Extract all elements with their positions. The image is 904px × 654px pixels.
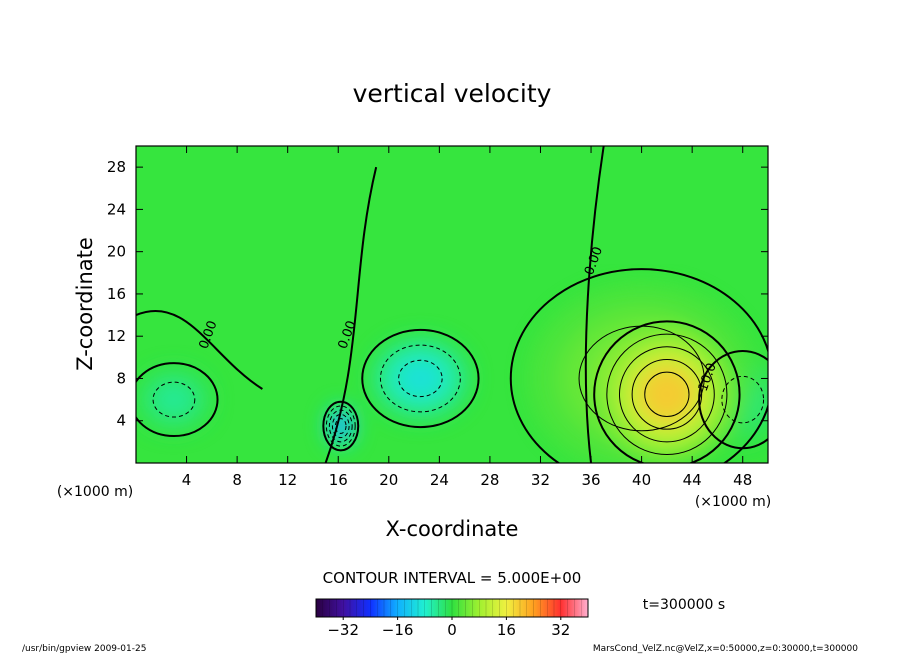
x-tick-label-0: 4 <box>182 471 192 489</box>
x-tick-label-6: 28 <box>480 471 499 489</box>
x-tick-label-9: 40 <box>632 471 651 489</box>
plot-frame <box>135 145 769 464</box>
x-tick-label-2: 12 <box>278 471 297 489</box>
y-tick-label-4: 20 <box>107 243 126 261</box>
y-tick-label-6: 28 <box>107 158 126 176</box>
x-tick-label-3: 16 <box>329 471 348 489</box>
colorbar-tick-label-4: 32 <box>551 621 570 639</box>
feature-downdraft-3-2 <box>398 359 443 398</box>
contour-downdraft-2-1 <box>379 344 461 413</box>
colorbar-tick-label-1: −16 <box>382 621 414 639</box>
y-tick-label-2: 12 <box>107 327 126 345</box>
y-axis-label: Z-coordinate <box>73 237 97 371</box>
footer-left: /usr/bin/gpview 2009-01-25 <box>22 644 146 654</box>
contour-downdraft-3-1 <box>325 405 356 447</box>
colorbar: −32 −16 0 16 32 <box>315 598 589 639</box>
contour-downdraft-3-3 <box>331 413 350 439</box>
colorbar-tick-label-2: 0 <box>447 621 457 639</box>
contour-downdraft-2-0 <box>361 328 480 429</box>
contour-interval-text: CONTOUR INTERVAL = 5.000E+00 <box>323 569 582 587</box>
x-unit-right: (×1000 m) <box>695 494 771 510</box>
contour-lines <box>136 146 768 463</box>
contour-downdraft-4-1 <box>152 381 196 418</box>
contour-downdraft-3-0 <box>322 400 360 452</box>
contour-updraft-1-0 <box>509 268 768 463</box>
y-tick-label-3: 16 <box>107 285 126 303</box>
colorbar-stripes <box>322 599 582 617</box>
contour-updraft-0-4 <box>644 371 690 418</box>
feature-updraft-4-2 <box>639 366 695 423</box>
footer-right: MarsCond_VelZ.nc@VelZ,x=0:50000,z=0:3000… <box>593 644 858 654</box>
colorbar-ticks: −32 −16 0 16 32 <box>327 617 570 639</box>
x-unit-left: (×1000 m) <box>57 484 133 500</box>
colorbar-tick-label-0: −32 <box>327 621 359 639</box>
x-tick-label-7: 32 <box>531 471 550 489</box>
chart-title: vertical velocity <box>353 79 552 108</box>
contour-downdraft-5-1 <box>721 375 765 424</box>
x-tick-label-5: 24 <box>430 471 449 489</box>
contour-downdraft-3-4 <box>334 418 347 434</box>
contour-downdraft-2-2 <box>398 359 443 398</box>
feature-downdraft-1-2 <box>157 385 191 414</box>
x-tick-label-1: 8 <box>232 471 242 489</box>
colorbar-tick-label-3: 16 <box>497 621 516 639</box>
y-tick-label-0: 4 <box>116 412 126 430</box>
x-tick-label-10: 44 <box>683 471 702 489</box>
time-text: t=300000 s <box>643 597 725 613</box>
contour-updraft-0-1 <box>606 333 728 456</box>
y-tick-label-5: 24 <box>107 200 126 218</box>
contour-updraft-0-2 <box>618 346 715 443</box>
x-tick-label-8: 36 <box>581 471 600 489</box>
contour-updraft-0-0 <box>593 320 741 463</box>
zero-contour <box>136 146 605 463</box>
contour-downdraft-5-0 <box>698 350 768 450</box>
contour-downdraft-4-0 <box>136 362 219 438</box>
y-tick-label-1: 8 <box>116 369 126 387</box>
x-tick-label-4: 20 <box>379 471 398 489</box>
x-tick-label-11: 48 <box>733 471 752 489</box>
x-axis-label: X-coordinate <box>386 517 519 541</box>
